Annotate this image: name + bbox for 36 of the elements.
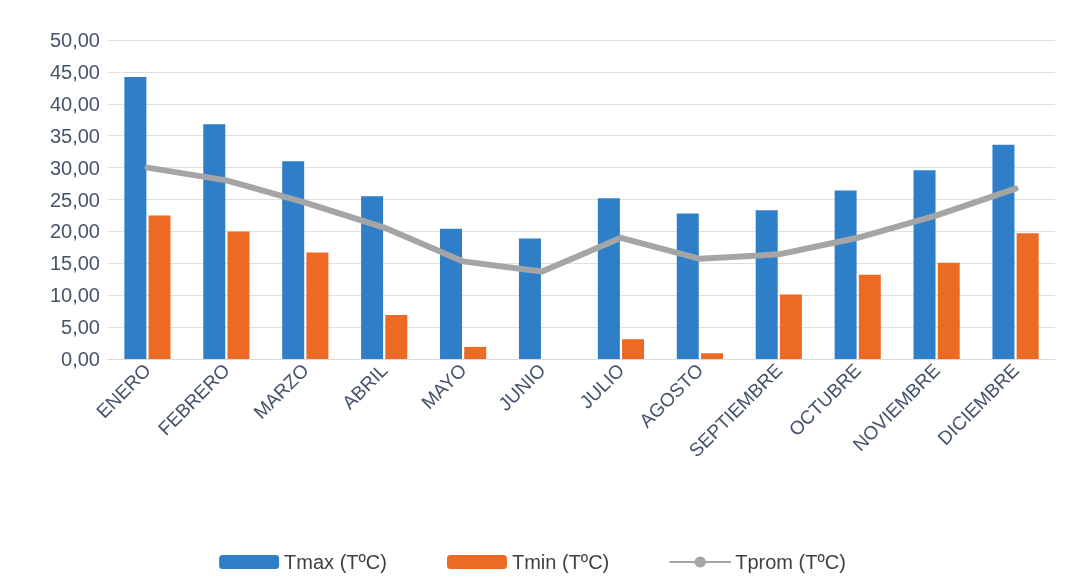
bar [622, 339, 645, 359]
legend-label: Tmax (TºC) [284, 551, 387, 573]
y-tick-label: 30,00 [49, 156, 100, 179]
bar [834, 190, 857, 359]
legend-label: Tmin (TºC) [511, 551, 610, 573]
bar [124, 77, 147, 359]
y-tick-label: 35,00 [49, 124, 100, 147]
bar [361, 196, 384, 359]
bar [913, 170, 936, 359]
bar [992, 144, 1015, 359]
bar [148, 215, 171, 359]
y-tick-label: 45,00 [49, 60, 100, 83]
y-tick-label: 40,00 [49, 92, 100, 115]
bar [755, 210, 778, 359]
y-tick-label: 15,00 [49, 252, 100, 275]
bar [858, 274, 881, 359]
y-tick-label: 20,00 [49, 220, 100, 243]
y-tick-label: 10,00 [49, 284, 100, 307]
bar [440, 228, 463, 359]
y-tick-label: 25,00 [49, 188, 100, 211]
bar [937, 262, 960, 359]
bar [597, 198, 620, 359]
bar [385, 314, 408, 359]
bar [282, 161, 305, 359]
bar [203, 124, 226, 359]
bar [227, 231, 250, 359]
bar [464, 346, 487, 359]
bar [1016, 233, 1039, 359]
y-tick-label: 50,00 [49, 29, 100, 51]
y-tick-label: 5,00 [61, 316, 100, 339]
legend-label: Tprom (TºC) [735, 551, 846, 573]
bar [779, 294, 802, 359]
bar [518, 238, 541, 359]
bar [700, 353, 723, 359]
bar [676, 213, 699, 359]
bar [306, 252, 329, 359]
